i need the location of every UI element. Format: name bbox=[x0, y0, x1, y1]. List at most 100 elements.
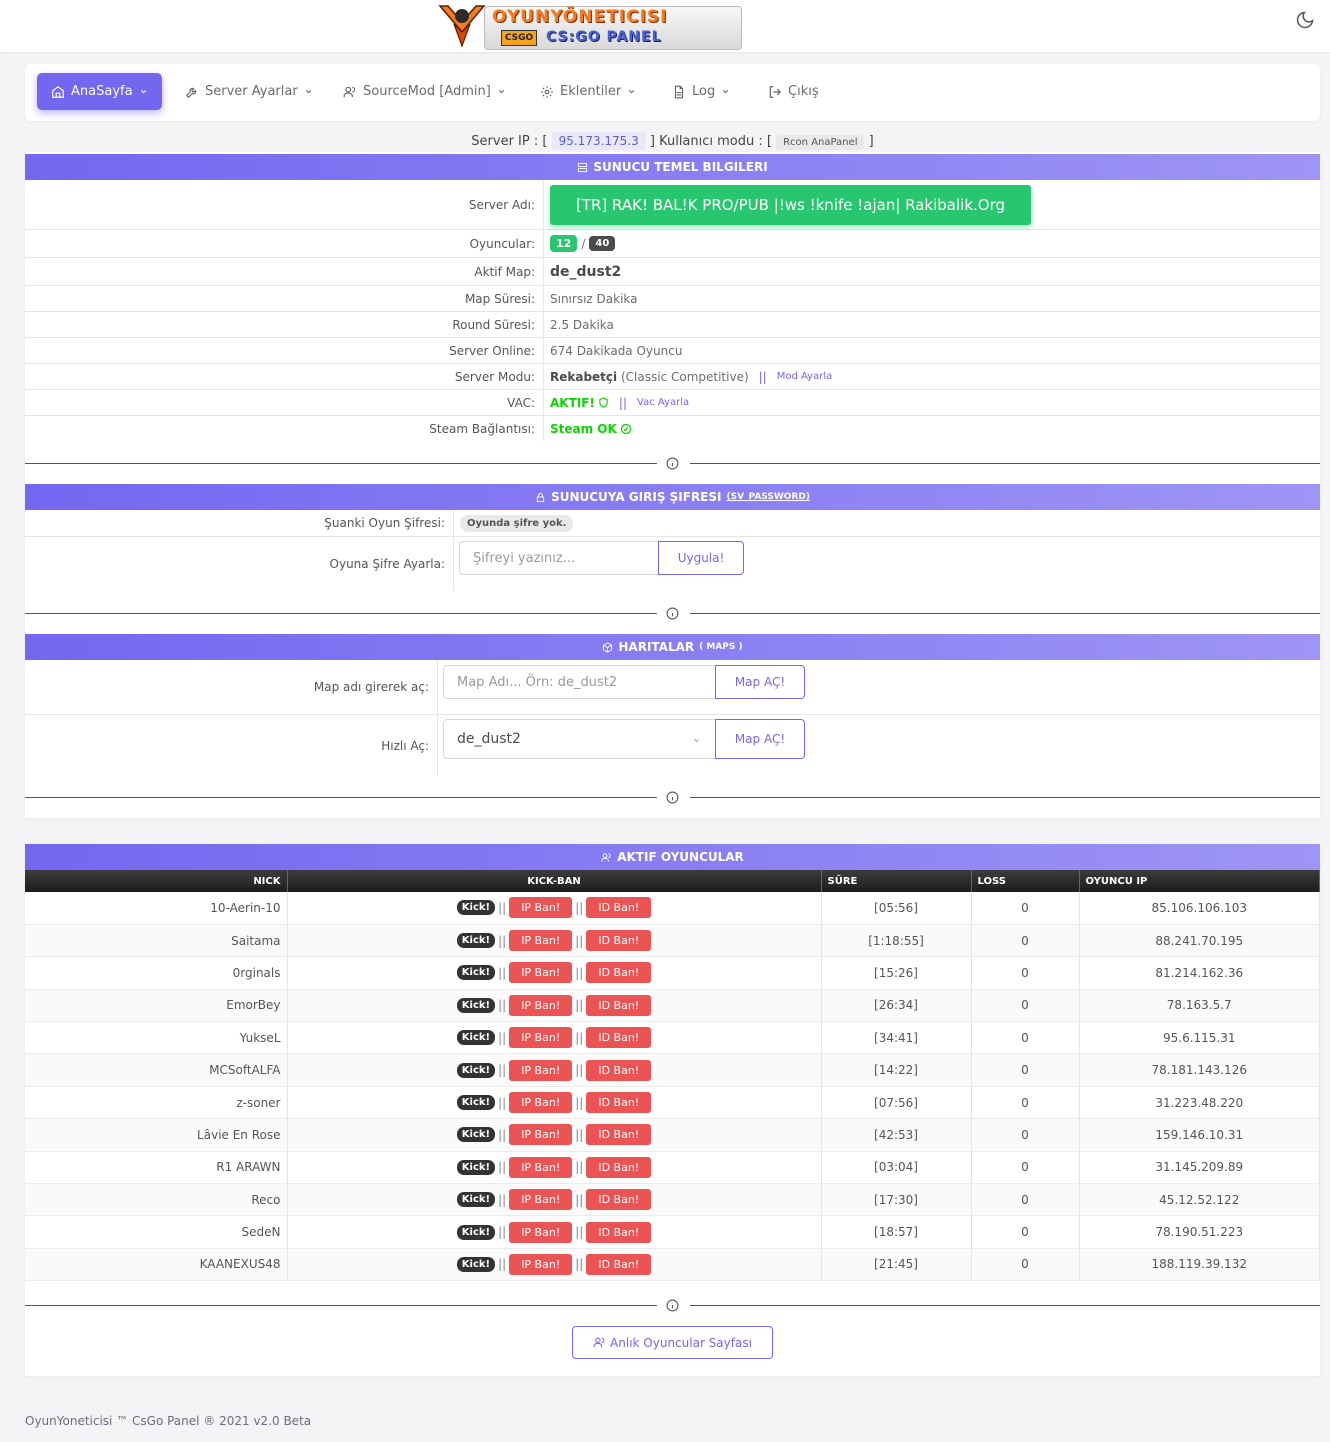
logo-subtitle: CS:GO PANEL bbox=[546, 29, 662, 45]
nav-item-anasayfa[interactable]: AnaSayfa bbox=[37, 73, 162, 110]
player-ip: 45.12.52.122 bbox=[1079, 1183, 1320, 1217]
player-loss: 0 bbox=[971, 1248, 1080, 1282]
row-label: Şuanki Oyun Şifresi: bbox=[324, 516, 445, 530]
row-set-password: Oyuna Şifre Ayarla: Şifreyi yazınız... U… bbox=[25, 537, 1320, 591]
table-row: 0rginals Kick! || IP Ban! || ID Ban! [15:26] 0 8… bbox=[25, 956, 1320, 990]
ip-ban-button[interactable]: IP Ban! bbox=[509, 1189, 573, 1211]
column-header-loss: LOSS bbox=[971, 870, 1080, 892]
mode-settings-link[interactable]: Mod Ayarla bbox=[776, 371, 833, 382]
id-ban-button[interactable]: ID Ban! bbox=[586, 1027, 652, 1049]
table-row: Saitama Kick! || IP Ban! || ID Ban! [1:18:55] 0… bbox=[25, 924, 1320, 958]
id-ban-button[interactable]: ID Ban! bbox=[586, 994, 652, 1016]
kick-button[interactable]: Kick! bbox=[456, 933, 496, 949]
kick-button[interactable]: Kick! bbox=[456, 1030, 496, 1046]
id-ban-button[interactable]: ID Ban! bbox=[586, 962, 652, 984]
vac-settings-link[interactable]: Vac Ayarla bbox=[637, 397, 690, 408]
quick-map-select[interactable]: de_dust2 bbox=[443, 719, 716, 759]
id-ban-button[interactable]: ID Ban! bbox=[586, 1156, 652, 1178]
section-title: SUNUCU TEMEL BILGILERI bbox=[593, 160, 768, 174]
player-time: [42:53] bbox=[821, 1118, 972, 1152]
separator: || bbox=[498, 1192, 507, 1207]
info-icon bbox=[666, 457, 679, 470]
kick-button[interactable]: Kick! bbox=[456, 1127, 496, 1143]
kick-ban-cell: Kick! || IP Ban! || ID Ban! bbox=[287, 1151, 822, 1185]
ip-ban-button[interactable]: IP Ban! bbox=[509, 1092, 573, 1114]
user-mode-value: Rcon AnaPanel bbox=[776, 135, 865, 150]
row-label: Server Adı: bbox=[468, 197, 535, 212]
user-mode-label: ] Kullanıcı modu : [ bbox=[649, 134, 772, 149]
row-steam: Steam Bağlantısı: Steam OK bbox=[25, 416, 1320, 441]
id-ban-button[interactable]: ID Ban! bbox=[586, 1124, 652, 1146]
brand-logo[interactable]: OYUNYÖNETICISI CSGO CS:GO PANEL bbox=[436, 2, 742, 50]
nav-item-log[interactable]: Log bbox=[670, 73, 732, 110]
id-ban-button[interactable]: ID Ban! bbox=[586, 930, 652, 952]
row-server-online: Server Online: 674 Dakikada Oyuncu bbox=[25, 338, 1320, 364]
steam-status: Steam OK bbox=[550, 421, 617, 436]
id-ban-button[interactable]: ID Ban! bbox=[586, 1059, 652, 1081]
ip-ban-button[interactable]: IP Ban! bbox=[509, 994, 573, 1016]
id-ban-button[interactable]: ID Ban! bbox=[586, 1092, 652, 1114]
id-ban-button[interactable]: ID Ban! bbox=[586, 897, 652, 919]
kick-button[interactable]: Kick! bbox=[456, 1062, 496, 1078]
player-time: [15:26] bbox=[821, 956, 972, 990]
players-current-badge: 12 bbox=[550, 235, 578, 252]
separator: || bbox=[758, 369, 767, 384]
map-name-input[interactable]: Map Adı... Örn: de_dust2 bbox=[443, 665, 716, 699]
server-icon bbox=[578, 162, 588, 172]
users-icon bbox=[343, 86, 356, 97]
section-header-maps: HARITALAR ( MAPS ) bbox=[25, 634, 1320, 660]
ip-ban-button[interactable]: IP Ban! bbox=[509, 1156, 573, 1178]
chevron-down-icon bbox=[629, 89, 635, 94]
ip-ban-button[interactable]: IP Ban! bbox=[509, 962, 573, 984]
id-ban-button[interactable]: ID Ban! bbox=[586, 1189, 652, 1211]
player-nick: 0rginals bbox=[25, 956, 288, 990]
kick-button[interactable]: Kick! bbox=[456, 997, 496, 1013]
active-map-value: de_dust2 bbox=[550, 263, 622, 280]
quick-open-map-button[interactable]: Map AÇ! bbox=[715, 719, 805, 759]
info-icon bbox=[666, 607, 679, 620]
server-info-card: SUNUCU TEMEL BILGILERI Server Adı: [TR] … bbox=[25, 152, 1320, 818]
ip-ban-button[interactable]: IP Ban! bbox=[509, 1253, 573, 1275]
player-loss: 0 bbox=[971, 989, 1080, 1023]
separator: || bbox=[575, 900, 584, 915]
apply-password-button[interactable]: Uygula! bbox=[658, 541, 744, 575]
column-header-sure: SÜRE bbox=[821, 870, 972, 892]
player-time: [21:45] bbox=[821, 1248, 972, 1282]
open-map-button[interactable]: Map AÇ! bbox=[715, 665, 805, 699]
nav-item-eklentiler[interactable]: Eklentiler bbox=[538, 73, 638, 110]
id-ban-button[interactable]: ID Ban! bbox=[586, 1221, 652, 1243]
separator: || bbox=[498, 1225, 507, 1240]
chevron-down-icon bbox=[305, 89, 311, 94]
ip-ban-button[interactable]: IP Ban! bbox=[509, 1124, 573, 1146]
chevron-down-icon bbox=[140, 89, 146, 94]
ip-ban-button[interactable]: IP Ban! bbox=[509, 930, 573, 952]
player-time: [14:22] bbox=[821, 1053, 972, 1087]
nav-item-server-ayarlar[interactable]: Server Ayarlar bbox=[183, 73, 315, 110]
kick-button[interactable]: Kick! bbox=[456, 1256, 496, 1272]
ip-ban-button[interactable]: IP Ban! bbox=[509, 1221, 573, 1243]
chevron-down-icon bbox=[693, 738, 700, 743]
id-ban-button[interactable]: ID Ban! bbox=[586, 1253, 652, 1275]
box-icon bbox=[603, 641, 613, 653]
separator: || bbox=[575, 1030, 584, 1045]
player-nick: 10-Aerin-10 bbox=[25, 892, 288, 925]
server-name-badge: [TR] RAK! BAL!K PRO/PUB |!ws !knife !aja… bbox=[550, 184, 1032, 225]
kick-button[interactable]: Kick! bbox=[456, 900, 496, 916]
nav-item-sourcemod[interactable]: SourceMod [Admin] bbox=[341, 73, 508, 110]
password-input[interactable]: Şifreyi yazınız... bbox=[459, 541, 659, 575]
moon-icon[interactable] bbox=[1295, 10, 1315, 30]
nav-item-cikis[interactable]: Çıkış bbox=[766, 73, 821, 110]
ip-ban-button[interactable]: IP Ban! bbox=[509, 897, 573, 919]
kick-button[interactable]: Kick! bbox=[456, 1095, 496, 1111]
ip-ban-button[interactable]: IP Ban! bbox=[509, 1027, 573, 1049]
ip-ban-button[interactable]: IP Ban! bbox=[509, 1059, 573, 1081]
kick-button[interactable]: Kick! bbox=[456, 1224, 496, 1240]
kick-button[interactable]: Kick! bbox=[456, 1192, 496, 1208]
table-row: MCSoftALFA Kick! || IP Ban! || ID Ban! [14:22]… bbox=[25, 1053, 1320, 1087]
player-ip: 85.106.106.103 bbox=[1079, 892, 1320, 925]
live-players-page-button[interactable]: Anlık Oyuncular Sayfası bbox=[572, 1326, 773, 1359]
kick-button[interactable]: Kick! bbox=[456, 965, 496, 981]
row-current-password: Şuanki Oyun Şifresi: Oyunda şifre yok. bbox=[25, 510, 1320, 537]
kick-button[interactable]: Kick! bbox=[456, 1159, 496, 1175]
quick-map-selected: de_dust2 bbox=[457, 731, 521, 747]
